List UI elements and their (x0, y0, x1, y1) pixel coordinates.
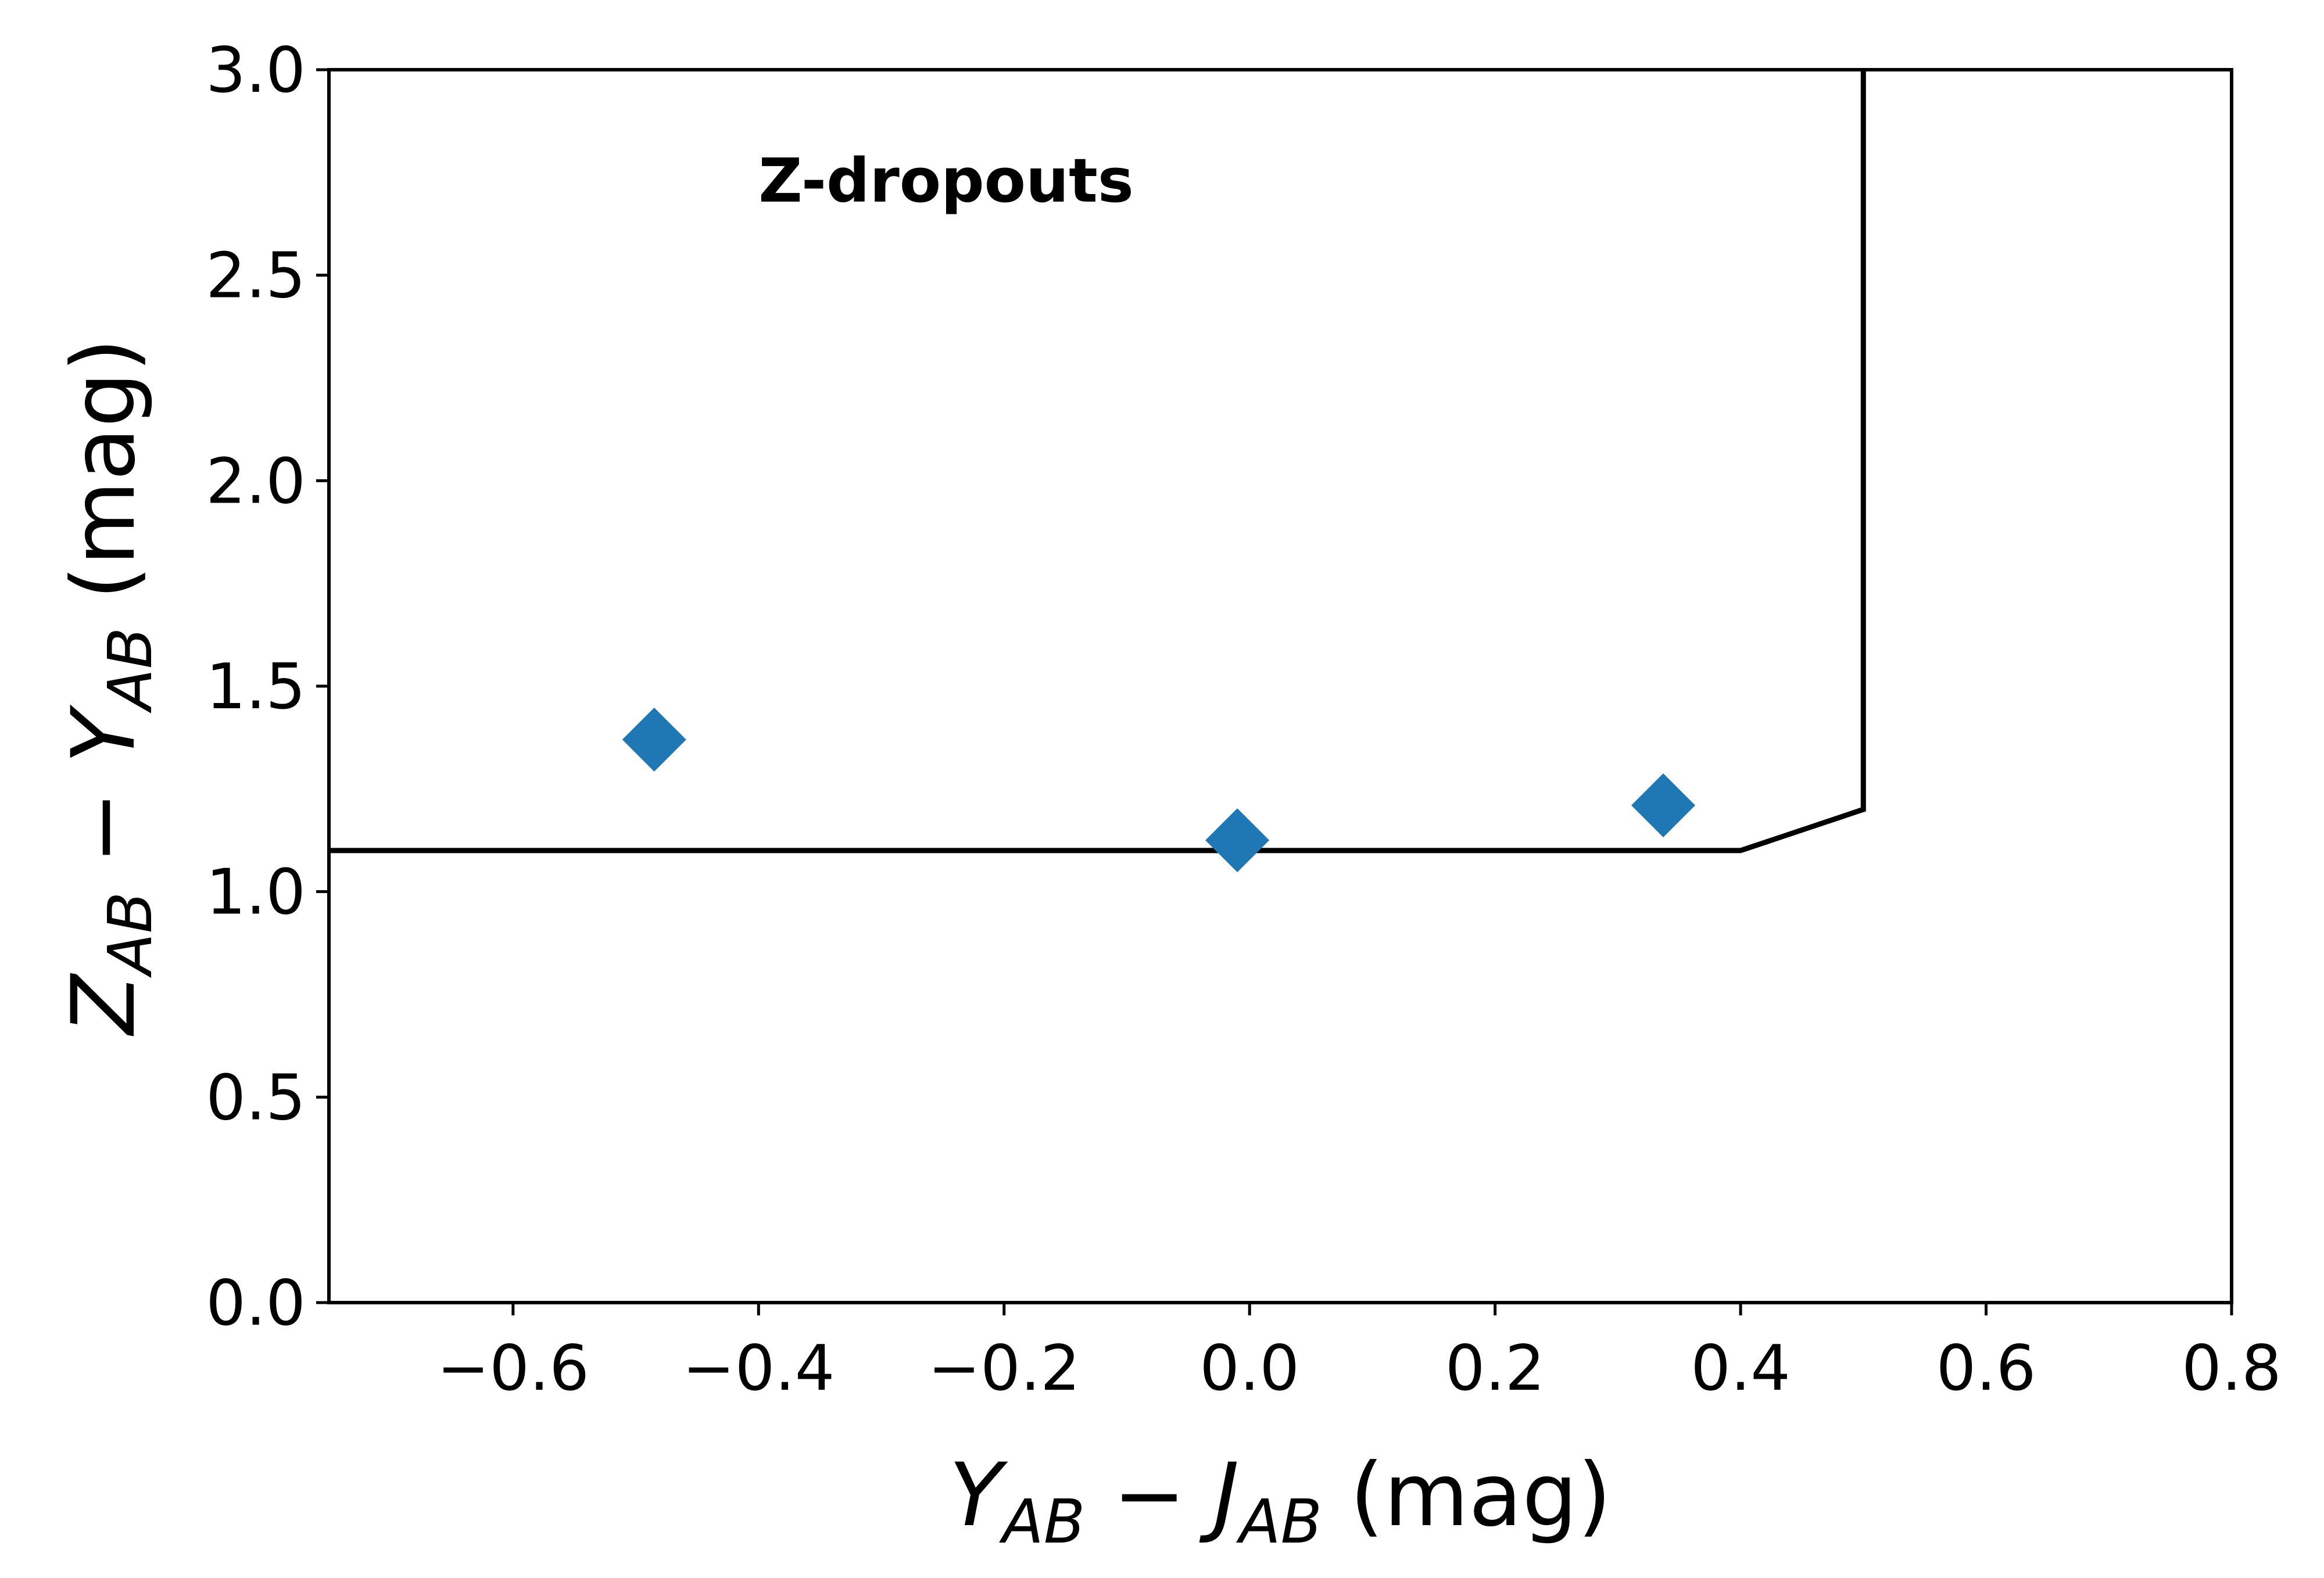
y-tick-label: 1.5 (206, 651, 306, 723)
y-tick-label: 0.5 (206, 1061, 306, 1134)
x-tick-label: −0.4 (682, 1332, 835, 1405)
data-point-diamond (1205, 808, 1270, 873)
x-axis-label: YAB − JAB (mag) (949, 1445, 1612, 1557)
x-tick-label: 0.4 (1691, 1332, 1791, 1405)
x-tick-label: 0.0 (1199, 1332, 1299, 1405)
x-tick-label: 0.2 (1445, 1332, 1545, 1405)
y-tick-label: 3.0 (206, 34, 306, 107)
y-axis-ticks: 0.0 0.5 1.0 1.5 2.0 2.5 3.0 (206, 34, 329, 1340)
x-axis-ticks: −0.6 −0.4 −0.2 0.0 0.2 0.4 0.6 0.8 (437, 1303, 2282, 1405)
y-tick-label: 1.0 (206, 856, 306, 929)
y-axis-label: ZAB − YAB (mag) (53, 338, 166, 1037)
x-tick-label: −0.6 (437, 1332, 589, 1405)
x-tick-label: 0.6 (1936, 1332, 2036, 1405)
y-tick-label: 0.0 (206, 1267, 306, 1340)
data-point-diamond (622, 707, 686, 772)
x-tick-label: 0.8 (2182, 1332, 2282, 1405)
y-tick-label: 2.0 (206, 445, 306, 518)
data-point-diamond (1631, 773, 1696, 838)
selection-boundary-layer (329, 70, 1866, 853)
annotation-z-dropouts: Z-dropouts (758, 145, 1133, 216)
y-tick-label: 2.5 (206, 240, 306, 313)
selection-boundary-line (329, 70, 1866, 853)
x-tick-label: −0.2 (928, 1332, 1080, 1405)
data-points-layer (622, 707, 1696, 873)
